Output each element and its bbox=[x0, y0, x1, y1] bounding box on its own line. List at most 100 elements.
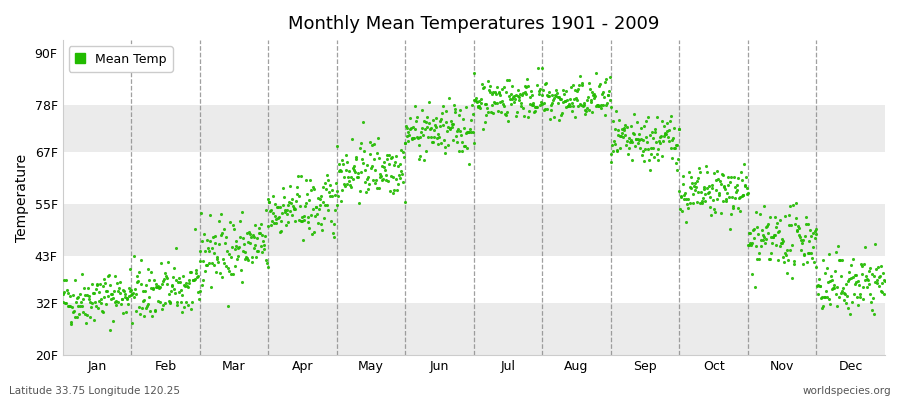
Point bbox=[286, 206, 301, 212]
Point bbox=[283, 183, 297, 190]
Point bbox=[333, 198, 347, 204]
Point bbox=[685, 180, 699, 186]
Point bbox=[115, 296, 130, 302]
Point bbox=[589, 70, 603, 76]
Point bbox=[522, 100, 536, 107]
Point bbox=[514, 103, 528, 109]
Point bbox=[308, 213, 322, 220]
Point bbox=[415, 107, 429, 114]
Point bbox=[221, 251, 236, 258]
Point bbox=[301, 214, 315, 220]
Point bbox=[232, 244, 247, 250]
Point bbox=[841, 278, 855, 284]
Point bbox=[58, 300, 72, 306]
Point bbox=[761, 229, 776, 236]
Point bbox=[876, 289, 890, 295]
Point bbox=[631, 135, 645, 142]
Point bbox=[874, 263, 888, 269]
Point bbox=[396, 179, 410, 185]
Point bbox=[623, 139, 637, 146]
Point bbox=[198, 268, 212, 274]
Point bbox=[690, 174, 705, 181]
Point bbox=[395, 149, 410, 156]
Point bbox=[218, 240, 232, 246]
Point bbox=[675, 208, 689, 214]
Point bbox=[860, 276, 874, 283]
Point bbox=[780, 247, 795, 253]
Point bbox=[86, 280, 100, 287]
Point bbox=[616, 126, 631, 133]
Point bbox=[153, 298, 167, 305]
Point bbox=[508, 91, 523, 98]
Point bbox=[724, 174, 738, 180]
Point bbox=[234, 209, 248, 215]
Point bbox=[697, 186, 711, 192]
Point bbox=[471, 104, 485, 110]
Point bbox=[389, 152, 403, 159]
Point bbox=[832, 256, 847, 263]
Point bbox=[292, 217, 306, 224]
Point bbox=[346, 162, 361, 169]
Point bbox=[412, 153, 427, 160]
Point bbox=[228, 246, 242, 252]
Point bbox=[171, 279, 185, 285]
Point bbox=[670, 142, 684, 148]
Point bbox=[634, 136, 648, 142]
Point bbox=[222, 268, 237, 275]
Point bbox=[862, 268, 877, 274]
Point bbox=[374, 172, 388, 179]
Point bbox=[852, 294, 867, 300]
Point bbox=[736, 192, 751, 198]
Point bbox=[619, 142, 634, 148]
Point bbox=[132, 269, 147, 275]
Point bbox=[570, 96, 584, 103]
Point bbox=[425, 139, 439, 146]
Point bbox=[443, 125, 457, 132]
Point bbox=[104, 296, 119, 302]
Point bbox=[565, 102, 580, 109]
Point bbox=[752, 211, 767, 217]
Point bbox=[245, 254, 259, 260]
Point bbox=[313, 196, 328, 202]
Point bbox=[848, 272, 862, 278]
Point bbox=[73, 303, 87, 310]
Point bbox=[256, 246, 271, 252]
Point bbox=[691, 189, 706, 195]
Point bbox=[116, 287, 130, 294]
Point bbox=[246, 232, 260, 238]
Point bbox=[520, 76, 535, 82]
Point bbox=[660, 119, 674, 126]
Point bbox=[662, 138, 677, 144]
Bar bbox=[62, 303, 885, 355]
Point bbox=[610, 127, 625, 134]
Point bbox=[356, 148, 371, 154]
Point bbox=[484, 102, 499, 108]
Point bbox=[798, 214, 813, 220]
Point bbox=[770, 224, 784, 230]
Point bbox=[73, 290, 87, 297]
Point bbox=[324, 192, 338, 199]
Point bbox=[417, 157, 431, 164]
Point bbox=[641, 114, 655, 120]
Point bbox=[377, 164, 392, 170]
Point bbox=[516, 105, 530, 111]
Point bbox=[211, 259, 225, 266]
Point bbox=[457, 142, 472, 149]
Point bbox=[734, 177, 749, 183]
Point bbox=[263, 208, 277, 214]
Point bbox=[853, 291, 868, 297]
Point bbox=[725, 203, 740, 210]
Point bbox=[604, 150, 618, 157]
Point bbox=[230, 256, 244, 263]
Point bbox=[644, 144, 658, 151]
Point bbox=[599, 102, 614, 108]
Point bbox=[94, 300, 108, 306]
Point bbox=[805, 255, 819, 261]
Point bbox=[85, 300, 99, 306]
Point bbox=[250, 247, 265, 254]
Point bbox=[706, 170, 721, 176]
Point bbox=[544, 100, 559, 106]
Point bbox=[703, 204, 717, 210]
Point bbox=[681, 169, 696, 175]
Point bbox=[720, 174, 734, 180]
